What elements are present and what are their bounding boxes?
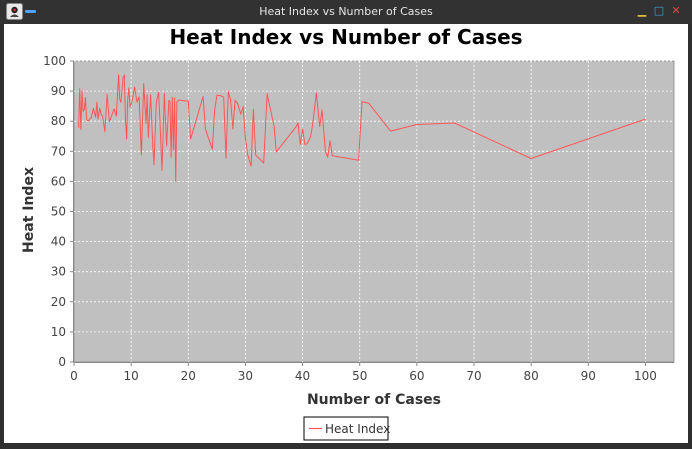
x-tick-label: 40 [295, 369, 310, 383]
y-tick-label: 0 [58, 355, 66, 369]
y-tick-label: 50 [51, 205, 66, 219]
x-tick-label: 100 [634, 369, 657, 383]
y-tick-label: 90 [51, 84, 66, 98]
x-axis-label: Number of Cases [307, 392, 441, 408]
title-bar[interactable]: Heat Index vs Number of Cases ▁ □ ✕ [0, 0, 692, 24]
chart-title: Heat Index vs Number of Cases [169, 25, 522, 49]
y-tick-label: 40 [51, 235, 66, 249]
y-tick-label: 30 [51, 265, 66, 279]
x-tick-label: 90 [581, 369, 596, 383]
legend-box [303, 416, 389, 441]
minimize-icon[interactable]: ▁ [637, 4, 647, 17]
series-layer [78, 74, 646, 182]
chart-panel: Heat Index vs Number of Cases 0 10 20 30 40 5… [4, 24, 688, 443]
x-tick-label: 80 [524, 369, 539, 383]
x-tick-label: 0 [70, 369, 78, 383]
y-axis-label: Heat Index [21, 167, 37, 253]
y-tick-label: 20 [51, 295, 66, 309]
y-axis: 0 10 20 30 40 50 60 70 80 90 100 [43, 54, 74, 369]
x-tick-label: 30 [238, 369, 253, 383]
y-tick-label: 10 [51, 325, 66, 339]
close-icon[interactable]: ✕ [671, 4, 681, 17]
legend-entry-heat-index: Heat Index [325, 422, 390, 436]
x-tick-label: 60 [409, 369, 424, 383]
x-tick-label: 70 [466, 369, 481, 383]
x-tick-label: 50 [352, 369, 367, 383]
x-tick-label: 20 [181, 369, 196, 383]
window-menu-icon[interactable] [25, 10, 36, 13]
y-tick-label: 60 [51, 174, 66, 188]
y-tick-label: 70 [51, 144, 66, 158]
legend: Heat Index [303, 416, 390, 441]
x-tick-label: 10 [124, 369, 139, 383]
x-axis: 0 10 20 30 40 50 60 70 80 90 100 [70, 362, 674, 383]
series-line-heat-index [78, 74, 646, 182]
chart-svg: Heat Index vs Number of Cases 0 10 20 30 40 5… [21, 25, 675, 441]
window-title: Heat Index vs Number of Cases [259, 5, 433, 18]
y-tick-label: 80 [51, 114, 66, 128]
maximize-icon[interactable]: □ [653, 4, 665, 17]
java-duke-icon[interactable] [6, 3, 23, 20]
y-tick-label: 100 [43, 54, 66, 68]
grid-lines [74, 60, 674, 362]
